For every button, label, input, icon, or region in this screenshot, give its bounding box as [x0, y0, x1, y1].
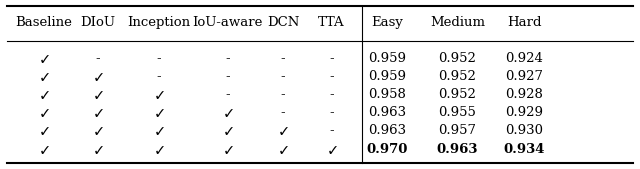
Text: 0.928: 0.928: [506, 88, 543, 101]
Text: 0.963: 0.963: [436, 142, 478, 155]
Text: $\checkmark$: $\checkmark$: [38, 87, 50, 102]
Text: $\checkmark$: $\checkmark$: [277, 123, 289, 138]
Text: -: -: [225, 70, 230, 83]
Text: Baseline: Baseline: [16, 16, 72, 29]
Text: -: -: [281, 106, 285, 119]
Text: 0.952: 0.952: [438, 70, 476, 83]
Text: -: -: [329, 106, 334, 119]
Text: 0.929: 0.929: [506, 106, 543, 119]
Text: -: -: [281, 52, 285, 65]
Text: -: -: [329, 70, 334, 83]
Text: -: -: [157, 52, 161, 65]
Text: 0.952: 0.952: [438, 88, 476, 101]
Text: $\checkmark$: $\checkmark$: [92, 69, 104, 84]
Text: -: -: [95, 52, 100, 65]
Text: $\checkmark$: $\checkmark$: [38, 105, 50, 120]
Text: $\checkmark$: $\checkmark$: [38, 51, 50, 66]
Text: $\checkmark$: $\checkmark$: [92, 105, 104, 120]
Text: -: -: [225, 52, 230, 65]
Text: DCN: DCN: [267, 16, 299, 29]
Text: 0.959: 0.959: [368, 70, 406, 83]
Text: 0.963: 0.963: [368, 106, 406, 119]
Text: Hard: Hard: [507, 16, 541, 29]
Text: IoU-aware: IoU-aware: [192, 16, 262, 29]
Text: $\checkmark$: $\checkmark$: [277, 141, 289, 156]
Text: 0.958: 0.958: [368, 88, 406, 101]
Text: 0.934: 0.934: [504, 142, 545, 155]
Text: $\checkmark$: $\checkmark$: [153, 87, 165, 102]
Text: Easy: Easy: [371, 16, 403, 29]
Text: Inception: Inception: [127, 16, 191, 29]
Text: -: -: [157, 70, 161, 83]
Text: Medium: Medium: [430, 16, 485, 29]
Text: $\checkmark$: $\checkmark$: [92, 123, 104, 138]
Text: $\checkmark$: $\checkmark$: [92, 141, 104, 156]
Text: -: -: [281, 88, 285, 101]
Text: 0.963: 0.963: [368, 124, 406, 137]
Text: $\checkmark$: $\checkmark$: [153, 105, 165, 120]
Text: $\checkmark$: $\checkmark$: [38, 141, 50, 156]
Text: 0.952: 0.952: [438, 52, 476, 65]
Text: $\checkmark$: $\checkmark$: [221, 105, 234, 120]
Text: $\checkmark$: $\checkmark$: [326, 141, 337, 156]
Text: -: -: [329, 52, 334, 65]
Text: $\checkmark$: $\checkmark$: [221, 141, 234, 156]
Text: -: -: [329, 88, 334, 101]
Text: $\checkmark$: $\checkmark$: [38, 123, 50, 138]
Text: -: -: [281, 70, 285, 83]
Text: $\checkmark$: $\checkmark$: [153, 141, 165, 156]
Text: TTA: TTA: [318, 16, 345, 29]
Text: 0.927: 0.927: [506, 70, 543, 83]
Text: $\checkmark$: $\checkmark$: [153, 123, 165, 138]
Text: $\checkmark$: $\checkmark$: [92, 87, 104, 102]
Text: -: -: [329, 124, 334, 137]
Text: $\checkmark$: $\checkmark$: [38, 69, 50, 84]
Text: 0.970: 0.970: [366, 142, 408, 155]
Text: -: -: [225, 88, 230, 101]
Text: 0.930: 0.930: [506, 124, 543, 137]
Text: 0.959: 0.959: [368, 52, 406, 65]
Text: 0.957: 0.957: [438, 124, 476, 137]
Text: $\checkmark$: $\checkmark$: [221, 123, 234, 138]
Text: 0.924: 0.924: [506, 52, 543, 65]
Text: 0.955: 0.955: [438, 106, 476, 119]
Text: DIoU: DIoU: [80, 16, 115, 29]
